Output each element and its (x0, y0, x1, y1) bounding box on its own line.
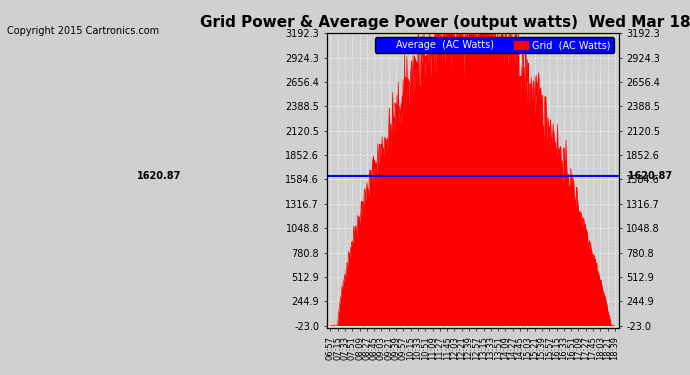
Title: Grid Power & Average Power (output watts)  Wed Mar 18 18:56: Grid Power & Average Power (output watts… (200, 15, 690, 30)
Legend: Average  (AC Watts), Grid  (AC Watts): Average (AC Watts), Grid (AC Watts) (375, 38, 613, 53)
Text: Copyright 2015 Cartronics.com: Copyright 2015 Cartronics.com (7, 26, 159, 36)
Text: 1620.87: 1620.87 (622, 171, 673, 181)
Text: 1620.87: 1620.87 (137, 171, 181, 181)
